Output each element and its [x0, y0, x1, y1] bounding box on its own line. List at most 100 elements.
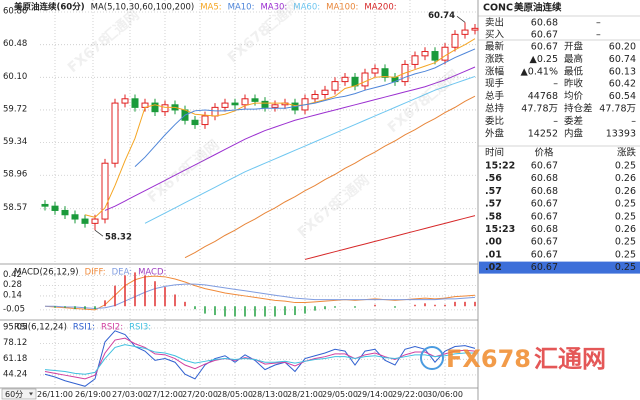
quote-label: 昨收: [564, 78, 584, 90]
candle-body: [371, 68, 379, 74]
legend-entry: RSI3:: [129, 323, 151, 333]
tick-cell: 0.25: [615, 262, 636, 273]
tick-cell: 0.25: [615, 237, 636, 248]
tick-cell: 60.68: [531, 186, 558, 197]
candle-body: [311, 93, 319, 100]
quote-label: 委差: [564, 115, 583, 127]
x-tick-label: 26/19:00: [75, 390, 111, 399]
y-tick-label: 59.72: [3, 104, 27, 114]
quote-value: 60.20: [609, 42, 636, 53]
x-tick-label: 29/14:00: [357, 390, 393, 399]
quote-value: 47.78万: [521, 104, 558, 115]
tick-cell: .57: [485, 199, 502, 210]
quote-label: 委比: [485, 115, 504, 127]
quote-label: 持仓差: [564, 103, 593, 115]
candle-body: [231, 102, 239, 106]
tick-cell: 0.25: [615, 211, 636, 222]
quote-extra: –: [596, 18, 601, 29]
tick-cell: 0.25: [615, 249, 636, 260]
legend-entry: 美原油连续(60分): [14, 2, 85, 13]
annotation: 58.32: [105, 233, 132, 243]
candle-body: [121, 98, 129, 104]
candle-body: [241, 98, 249, 106]
y-tick-label: 60.10: [3, 72, 27, 82]
annotation-arrow: [456, 16, 466, 23]
watermark-name: 汇通网: [534, 345, 606, 373]
annotation: 60.74: [428, 11, 455, 21]
candle-body: [41, 203, 49, 207]
indicator-line: [44, 337, 476, 380]
tick-cell: 0.25: [615, 199, 636, 210]
quote-value: 47.78万: [599, 104, 636, 115]
tick-cell: .00: [485, 237, 502, 248]
tick-cell: 60.67: [531, 237, 558, 248]
tick-cell: 60.67: [531, 211, 558, 222]
x-tick-label: 27/12:00: [147, 390, 183, 399]
tick-cell: 0.25: [615, 161, 636, 172]
tick-cell: .57: [485, 186, 502, 197]
timeframe-select[interactable]: [1, 388, 37, 400]
quote-label: 现手: [485, 78, 505, 90]
candle-body: [191, 119, 199, 126]
tick-cell: 15:23: [485, 224, 515, 235]
quote-value: –: [631, 116, 636, 127]
quote-value: 14252: [528, 128, 558, 139]
ma-line: [104, 66, 476, 211]
tick-cell: 60.67: [531, 262, 558, 273]
indicator-line: [45, 283, 476, 309]
indicator-line: [44, 344, 475, 375]
quote-extra: –: [596, 30, 601, 41]
quote-value: 60.42: [609, 79, 636, 90]
quote-value: 60.54: [609, 91, 636, 102]
quote-value: 13393: [606, 128, 636, 139]
tick-cell: 0.26: [615, 224, 636, 235]
quote-value: 60.74: [609, 54, 636, 65]
candle-body: [201, 115, 209, 126]
quote-label: 涨跌: [485, 53, 505, 65]
y-tick-label: 0.42: [3, 270, 22, 280]
y-tick-label: 78.12: [3, 338, 27, 348]
symbol: CONC: [483, 3, 513, 14]
quote-label: 最新: [485, 41, 505, 53]
quote-label: 卖出: [485, 17, 504, 29]
quote-label: 外盘: [485, 127, 505, 139]
x-tick-label: 28/05:00: [217, 390, 253, 399]
candle-body: [331, 81, 339, 91]
candle-body: [341, 76, 349, 83]
candle-body: [51, 205, 59, 211]
legend-entry: RSI1:: [73, 323, 95, 333]
candle-body: [61, 209, 69, 216]
x-tick-label: 27/03:00: [112, 390, 148, 399]
candle-body: [131, 98, 139, 108]
quote-label: 总手: [485, 90, 505, 102]
tick-cell: 60.67: [531, 161, 558, 172]
candle-body: [221, 102, 229, 108]
legend-entry: MA100:: [326, 3, 358, 13]
legend-entry: MA200:: [364, 3, 396, 13]
watermark: FX678 汇通网: [420, 345, 606, 373]
tick-cell: .56: [485, 173, 502, 184]
tick-cell: 60.68: [531, 224, 558, 235]
tick-cell: 60.67: [531, 199, 558, 210]
candle-body: [81, 218, 89, 224]
y-tick-label: 61.18: [3, 354, 27, 364]
quote-label: 买入: [485, 30, 505, 41]
ma-line: [184, 95, 476, 259]
ma-line: [84, 38, 476, 218]
tick-cell: 60.67: [531, 249, 558, 260]
candle-body: [411, 55, 419, 65]
candle-body: [151, 102, 159, 113]
timeframe[interactable]: 60分: [5, 390, 23, 399]
tick-cell: .02: [485, 262, 502, 273]
candle-body: [461, 29, 469, 35]
quote-value: –: [553, 116, 558, 127]
quote-label: 均价: [564, 90, 584, 102]
ma-line: [134, 48, 476, 168]
quote-label: 最高: [564, 53, 583, 65]
y-tick-label: 58.96: [3, 170, 27, 180]
candle-body: [441, 46, 449, 61]
y-tick-label: 60.86: [3, 7, 27, 17]
logo-ring: [420, 346, 444, 370]
